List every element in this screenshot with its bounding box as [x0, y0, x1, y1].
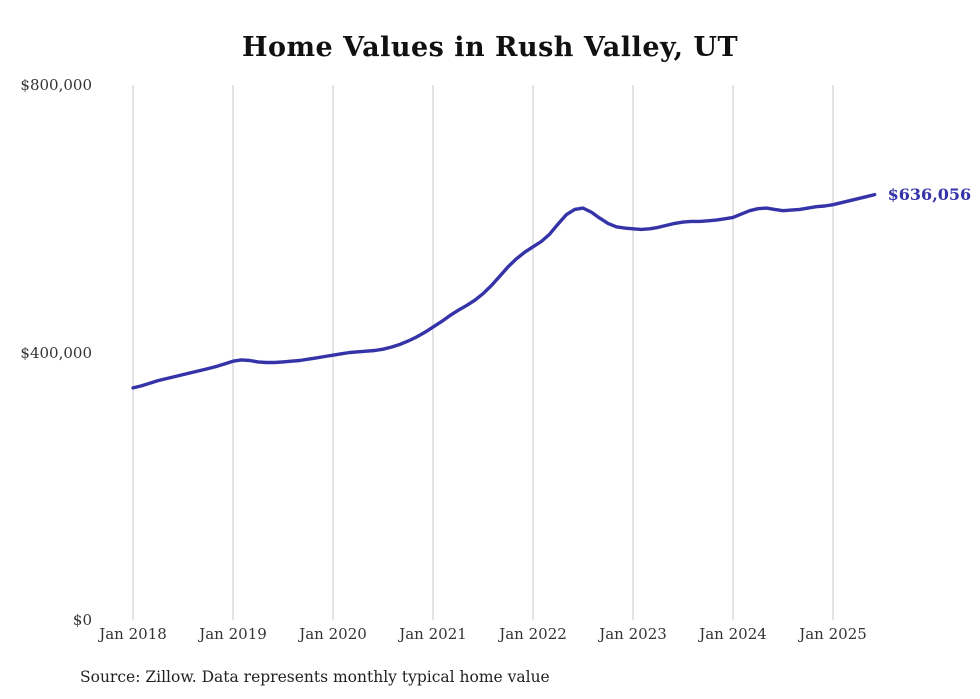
x-tick-label: Jan 2019	[199, 625, 267, 643]
source-note: Source: Zillow. Data represents monthly …	[80, 668, 550, 686]
y-tick-label: $0	[72, 611, 92, 629]
x-tick-label: Jan 2020	[299, 625, 367, 643]
x-tick-label: Jan 2023	[599, 625, 667, 643]
y-tick-label: $400,000	[20, 343, 92, 362]
x-tick-label: Jan 2021	[399, 625, 467, 643]
latest-value-label: $636,056	[887, 184, 972, 204]
x-tick-label: Jan 2018	[99, 625, 167, 643]
home-value-series-line	[131, 192, 877, 390]
x-tick-label: Jan 2025	[799, 625, 867, 643]
x-tick-label: Jan 2024	[699, 625, 767, 643]
y-tick-label: $800,000	[20, 76, 92, 94]
x-tick-label: Jan 2022	[499, 625, 567, 643]
chart-title: Home Values in Rush Valley, UT	[241, 32, 739, 63]
